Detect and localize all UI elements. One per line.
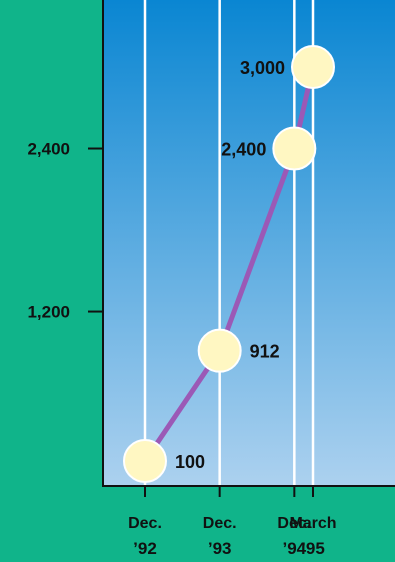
y-tick-label: 2,400	[27, 140, 70, 159]
x-tick-label-line1: Dec.	[128, 515, 162, 532]
x-tick-label-line1: Dec.	[203, 515, 237, 532]
data-point	[123, 439, 167, 483]
data-point	[272, 126, 317, 171]
x-tick-label-line2: ’93	[208, 539, 232, 558]
data-label: 3,000	[240, 58, 285, 78]
x-tick-label-line1: Dec.	[277, 515, 311, 532]
chart-labels: 1,200 2,400 Dec. ’92 Dec. ’93 Dec. ’94 March ’95 1…	[27, 58, 336, 558]
data-label: 2,400	[221, 140, 266, 160]
data-point	[197, 328, 242, 373]
y-tick-label: 1,200	[27, 303, 70, 322]
data-label: 100	[175, 452, 205, 472]
plot-area	[103, 0, 395, 486]
series-line-group	[142, 64, 316, 464]
x-tick-label-line1: March	[289, 515, 336, 532]
data-point	[291, 45, 335, 89]
axes	[88, 0, 395, 497]
x-tick-label-line2: ’92	[133, 539, 157, 558]
data-markers	[123, 45, 335, 483]
series-line	[142, 64, 316, 464]
x-tick-label-line2: ’95	[301, 539, 325, 558]
data-label: 912	[250, 342, 280, 362]
x-tick-label-line2: ’94	[283, 539, 307, 558]
